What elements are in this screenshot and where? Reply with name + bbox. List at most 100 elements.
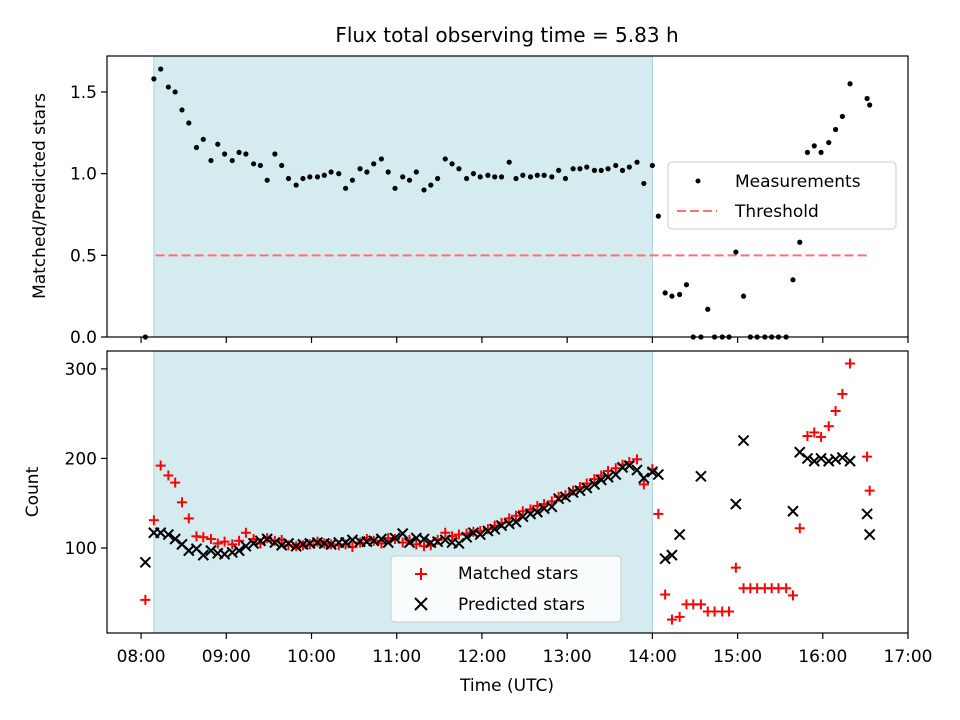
predicted-star-point — [659, 552, 671, 565]
bottom-legend-box — [390, 555, 622, 623]
matched-star-point — [183, 513, 194, 524]
measurement-point — [428, 182, 434, 188]
predicted-star-point — [375, 533, 388, 545]
measurement-point — [470, 171, 477, 177]
top-ytick-label: 1.0 — [70, 165, 97, 185]
matched-star-point — [227, 539, 238, 550]
measurement-point — [200, 136, 206, 142]
matched-star-point — [440, 527, 451, 538]
predicted-star-point — [254, 535, 267, 547]
predicted-star-point — [389, 532, 401, 544]
legend-matched-label: Matched stars — [458, 564, 578, 584]
measurement-point — [619, 167, 626, 173]
measurement-point — [336, 171, 342, 177]
measurement-point — [463, 175, 470, 182]
measurement-point — [413, 169, 419, 175]
bottom-ytick-label: 100 — [65, 539, 97, 559]
measurement-point — [832, 126, 839, 133]
matched-star-point — [140, 594, 151, 605]
predicted-star-point — [567, 486, 579, 499]
measurement-point — [662, 290, 668, 296]
measurement-point — [598, 167, 604, 173]
measurement-point — [357, 166, 363, 172]
measurement-point — [867, 102, 873, 108]
measurement-point — [264, 177, 270, 183]
measurement-point — [208, 157, 214, 164]
predicted-star-point — [261, 533, 273, 545]
matched-star-point — [837, 388, 848, 399]
predicted-star-point — [623, 459, 636, 472]
measurement-point — [605, 166, 611, 172]
measurement-point — [683, 282, 690, 288]
measurement-point — [549, 174, 555, 180]
predicted-star-point — [226, 546, 238, 559]
legend-measurements-label: Measurements — [735, 172, 861, 192]
measurement-point — [257, 162, 263, 169]
measurement-point — [221, 151, 228, 157]
matched-star-point — [787, 590, 798, 601]
bottom-xtick-label: 15:00 — [713, 647, 762, 667]
predicted-star-point — [638, 472, 650, 484]
measurement-point — [442, 156, 448, 162]
predicted-star-point — [382, 536, 394, 549]
predicted-star-point — [574, 484, 586, 497]
matched-star-point — [511, 510, 522, 521]
matched-star-point — [176, 497, 187, 508]
matched-star-point — [234, 535, 245, 546]
top-legend-box — [667, 161, 897, 230]
measurement-point — [492, 174, 498, 180]
predicted-star-point — [531, 506, 544, 518]
bottom-legend: Matched stars Predicted stars — [390, 555, 622, 623]
bottom-axes-frame — [106, 350, 909, 634]
predicted-star-point — [524, 508, 537, 520]
bottom-xtick-label: 13:00 — [543, 647, 592, 667]
figure-title: Flux total observing time = 5.83 h — [335, 23, 678, 47]
bottom-xtick-label: 16:00 — [798, 647, 847, 667]
predicted-star-point — [829, 453, 842, 466]
bottom-xtick-label: 10:00 — [287, 647, 336, 667]
top-axes-frame — [106, 55, 909, 338]
matched-star-point — [802, 431, 813, 442]
measurement-point — [570, 166, 576, 172]
predicted-star-point — [815, 452, 827, 465]
measurement-point — [527, 174, 534, 180]
measurement-point — [400, 174, 406, 180]
bottom-ytick-label: 300 — [65, 360, 97, 380]
measurement-point — [804, 149, 811, 155]
measurement-point — [847, 81, 853, 87]
matched-star-point — [724, 606, 735, 617]
measurement-point — [562, 175, 569, 182]
matched-star-point — [610, 463, 621, 474]
predicted-star-point — [240, 540, 252, 552]
measurement-point — [626, 164, 632, 170]
predicted-star-point — [139, 556, 152, 568]
measurement-point — [669, 293, 675, 299]
measurement-point — [435, 175, 441, 182]
predicted-star-point — [474, 528, 486, 541]
predicted-star-point — [581, 482, 593, 494]
measurement-point — [279, 162, 285, 169]
measurement-point — [449, 161, 455, 167]
bottom-panel: 100 200 300 08:00 09:00 10:00 11:00 12:00 13:00… — [23, 350, 933, 696]
predicted-star-point — [517, 510, 529, 523]
measurement-point — [179, 107, 185, 113]
predicted-star-point — [616, 461, 629, 474]
predicted-star-point — [646, 466, 659, 478]
measurement-point — [649, 162, 655, 169]
bottom-ytick-label: 200 — [65, 449, 97, 469]
measurement-point — [818, 149, 824, 155]
matched-star-point — [148, 515, 159, 526]
measurement-point — [243, 151, 249, 157]
matched-star-point — [170, 477, 181, 488]
predicted-star-point — [559, 491, 572, 503]
matched-star-point — [632, 454, 643, 465]
matched-star-point — [653, 508, 664, 519]
measurement-point — [655, 213, 661, 219]
measurement-point — [520, 172, 526, 178]
matched-star-point — [240, 527, 251, 538]
measurement-point — [733, 249, 739, 255]
measurement-point — [158, 66, 164, 72]
top-legend: Measurements Threshold — [667, 161, 897, 230]
measurement-point — [534, 172, 540, 178]
predicted-star-point — [467, 527, 480, 539]
